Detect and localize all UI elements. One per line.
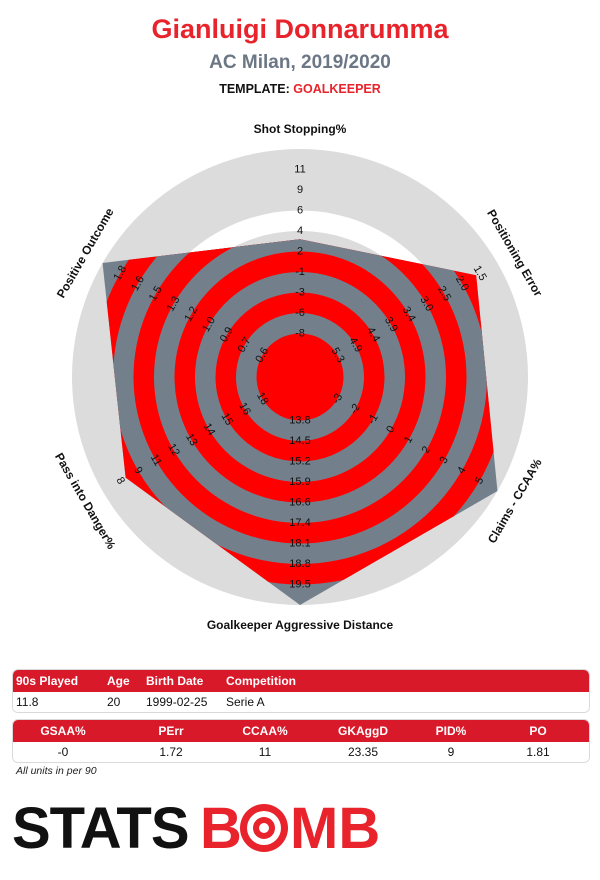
tick-label: 12 (165, 442, 182, 459)
value-90s-played: 11.8 (16, 695, 39, 709)
metrics-table-row: -0 1.72 11 23.35 9 1.81 (13, 742, 589, 762)
metrics-table-header: GSAA% PErr CCAA% GKAggD PID% PO (13, 720, 589, 742)
value-perr: 1.72 (159, 745, 183, 759)
axis-label: Goalkeeper Aggressive Distance (207, 618, 394, 632)
tick-label: 4 (297, 225, 303, 237)
tick-label: 4 (455, 465, 468, 476)
logo-text-b: B (200, 800, 242, 856)
tick-label: 8 (114, 475, 127, 486)
header-competition: Competition (226, 674, 296, 688)
tick-label: 5 (473, 475, 486, 486)
tick-label: 18 (254, 390, 271, 407)
value-po: 1.81 (526, 745, 550, 759)
header-perr: PErr (158, 724, 184, 738)
units-footnote: All units in per 90 (16, 765, 97, 777)
tick-label: 13.8 (289, 415, 310, 427)
tick-label: 17.4 (289, 517, 310, 529)
value-competition: Serie A (226, 695, 265, 709)
tick-label: -6 (295, 307, 305, 319)
tick-label: 1 (402, 434, 415, 445)
logo-text-stats: STATS (12, 800, 189, 856)
template-label: TEMPLATE: (219, 82, 290, 96)
header-gkaggd: GKAggD (338, 724, 388, 738)
value-gsaa: -0 (57, 745, 69, 759)
tick-label: 15.9 (289, 476, 310, 488)
header-po: PO (529, 724, 547, 738)
tick-label: 16.6 (289, 497, 310, 509)
tick-label: 18.1 (289, 538, 310, 550)
tick-label: 14.5 (289, 435, 310, 447)
tick-label: 14 (201, 421, 218, 438)
value-ccaa: 11 (258, 745, 272, 759)
tick-label: 2 (420, 444, 433, 455)
logo-target-icon (240, 804, 288, 852)
info-table-row: 11.8 20 1999-02-25 Serie A (13, 692, 589, 712)
tick-label: 15 (219, 411, 236, 428)
tick-label: -1 (295, 266, 305, 278)
tick-label: 3 (437, 455, 450, 466)
tick-label: 9 (131, 465, 144, 476)
player-name: Gianluigi Donnarumma (151, 14, 449, 44)
template-line: TEMPLATE: GOALKEEPER (0, 82, 600, 96)
axis-label: Shot Stopping% (254, 122, 347, 136)
tick-label: 11 (294, 164, 305, 176)
header-age: Age (107, 674, 130, 688)
tick-label: 0 (384, 424, 397, 435)
header-pid: PID% (435, 724, 467, 738)
info-table-header: 90s Played Age Birth Date Competition (13, 670, 589, 692)
polygon-band-center (277, 354, 323, 400)
metrics-table: GSAA% PErr CCAA% GKAggD PID% PO -0 1.72 … (12, 719, 590, 763)
value-polygon (102, 239, 498, 605)
tick-label: 11 (148, 452, 164, 468)
value-age: 20 (107, 695, 121, 709)
info-table: 90s Played Age Birth Date Competition 11… (12, 669, 590, 713)
header-90s-played: 90s Played (16, 674, 79, 688)
tick-label: 13 (183, 431, 200, 448)
value-pid: 9 (447, 745, 455, 759)
template-value: GOALKEEPER (293, 82, 381, 96)
team-season: AC Milan, 2019/2020 (209, 52, 391, 73)
header-ccaa: CCAA% (242, 724, 288, 738)
logo-text-mb: MB (290, 800, 380, 856)
value-birth-date: 1999-02-25 (146, 695, 208, 709)
tick-label: 6 (297, 205, 303, 217)
tick-label: 16 (236, 401, 253, 418)
header-gsaa: GSAA% (40, 724, 86, 738)
tick-label: 15.2 (289, 456, 310, 468)
tick-label: 19.5 (289, 579, 310, 591)
tick-label: -3 (295, 287, 305, 299)
tick-label: 9 (297, 184, 303, 196)
tick-label: 2 (297, 246, 303, 258)
tick-label: -8 (295, 328, 305, 340)
tick-label: 18.8 (289, 558, 310, 570)
header-birth-date: Birth Date (146, 674, 204, 688)
statsbomb-logo: STATS B MB (12, 800, 380, 856)
value-gkaggd: 23.35 (347, 745, 379, 759)
